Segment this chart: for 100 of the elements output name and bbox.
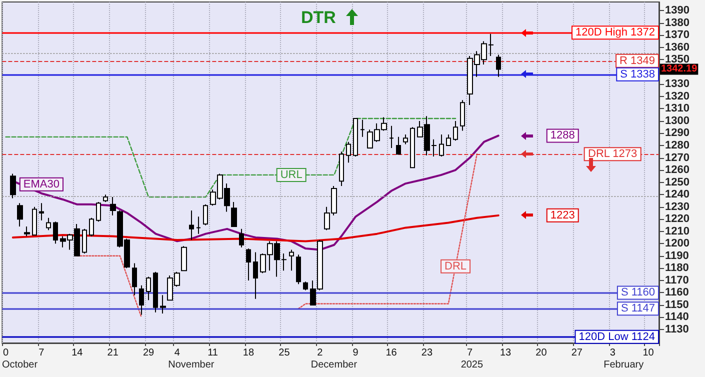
candlestick xyxy=(196,216,201,234)
ref-line-label: 120D Low 1124 xyxy=(578,330,655,343)
text: December xyxy=(310,360,358,370)
candlestick xyxy=(239,228,244,248)
annotation: 1288 xyxy=(550,130,575,142)
candlestick xyxy=(160,294,166,314)
candlestick xyxy=(203,204,208,226)
y-tick-label: 1130 xyxy=(665,324,689,336)
x-tick-label: 14 xyxy=(72,348,84,358)
candlestick xyxy=(289,249,294,272)
candlestick xyxy=(460,100,465,132)
text: November xyxy=(168,360,215,370)
candlestick xyxy=(339,151,344,186)
y-tick-label: 1320 xyxy=(665,90,690,102)
candlestick xyxy=(24,226,30,237)
series-label: URL xyxy=(280,168,302,181)
y-tick-label: 1210 xyxy=(665,225,690,238)
x-tick-label: 7 xyxy=(467,348,474,358)
y-tick-label: 1250 xyxy=(665,176,690,188)
candlestick xyxy=(396,136,401,155)
x-tick-label: 3 xyxy=(610,348,616,358)
y-tick-label: 1280 xyxy=(665,140,690,152)
y-tick-label: 1180 xyxy=(665,262,689,274)
y-tick-label: 1230 xyxy=(665,200,690,213)
candlestick xyxy=(139,284,144,316)
candlestick xyxy=(360,119,365,138)
x-tick-label: 20 xyxy=(536,348,548,358)
y-tick-label: 1170 xyxy=(665,274,689,286)
text: October xyxy=(2,360,38,370)
x-tick-label: 16 xyxy=(386,348,398,358)
y-tick-label: 1150 xyxy=(665,298,689,311)
line-series xyxy=(5,118,456,198)
candlestick xyxy=(32,206,37,236)
y-tick-label: 1160 xyxy=(665,286,689,299)
candlestick xyxy=(82,228,87,254)
candlestick xyxy=(496,54,501,78)
y-tick-label: 1190 xyxy=(665,250,689,262)
x-tick-label: 18 xyxy=(242,348,254,358)
candlestick xyxy=(439,134,444,158)
candlestick xyxy=(296,254,301,285)
candlestick xyxy=(96,201,101,222)
x-tick-label: 11 xyxy=(208,348,218,358)
y-tick-label: 1140 xyxy=(665,311,689,324)
candlestick xyxy=(146,276,151,301)
candlestick xyxy=(353,118,358,158)
candlestick xyxy=(39,202,44,221)
y-tick-label: 1220 xyxy=(665,213,690,226)
y-tick-label: 1300 xyxy=(665,114,690,127)
text: February xyxy=(604,360,644,370)
x-tick-label: 2 xyxy=(317,348,324,358)
candlestick xyxy=(10,173,16,199)
y-tick-label: 1330 xyxy=(665,78,690,90)
candlestick xyxy=(189,210,194,240)
x-tick-label: 4 xyxy=(174,348,180,358)
candlestick xyxy=(410,126,415,168)
candlestick xyxy=(89,217,94,237)
y-tick-label: 1240 xyxy=(665,188,690,201)
candlestick xyxy=(446,134,451,146)
y-tick-label: 1370 xyxy=(665,29,690,42)
x-tick-label: 29 xyxy=(142,348,155,358)
y-tick-label: 1350 xyxy=(665,54,690,66)
candlestick xyxy=(231,201,237,227)
candlestick xyxy=(253,252,258,300)
candlestick xyxy=(389,125,394,148)
x-tick-label: 25 xyxy=(278,348,290,358)
y-tick-label: 1380 xyxy=(665,16,690,29)
candlestick xyxy=(403,134,408,145)
x-tick-label: 10 xyxy=(642,348,654,358)
y-tick-label: 1390 xyxy=(665,4,690,17)
text: 2025 xyxy=(460,360,484,370)
candlestick xyxy=(53,221,58,244)
x-tick-label: 9 xyxy=(352,348,359,358)
ref-line-label: S 1147 xyxy=(620,302,655,315)
candlestick xyxy=(246,248,251,281)
line-series xyxy=(12,214,500,242)
x-tick-label: 7 xyxy=(38,348,45,358)
x-tick-label: 21 xyxy=(107,348,119,358)
candlestick xyxy=(303,281,308,291)
ref-line-label: DRL 1273 xyxy=(588,148,638,160)
candlestick xyxy=(453,120,458,142)
y-tick-label: 1260 xyxy=(665,164,690,176)
candlestick xyxy=(346,141,351,164)
y-tick-label: 1310 xyxy=(665,102,690,115)
candlestick xyxy=(17,202,23,227)
ref-line-label: S 1338 xyxy=(620,68,655,80)
ref-line-label: R 1349 xyxy=(620,54,655,67)
y-tick-label: 1270 xyxy=(665,152,690,164)
candlestick xyxy=(103,194,108,202)
chart-title: DTR xyxy=(301,8,336,27)
y-tick-label: 1290 xyxy=(665,127,690,140)
annotation: 1223 xyxy=(550,209,575,222)
x-tick-label: 0 xyxy=(2,348,9,358)
candlestick xyxy=(132,262,137,296)
x-tick-label: 13 xyxy=(500,348,512,358)
text: 1342.19 xyxy=(661,64,698,75)
candlestick xyxy=(153,271,158,313)
candlestick xyxy=(181,246,187,272)
series-label: EMA30 xyxy=(23,178,60,190)
candlestick xyxy=(46,217,51,231)
y-tick-label: 1200 xyxy=(665,238,690,250)
